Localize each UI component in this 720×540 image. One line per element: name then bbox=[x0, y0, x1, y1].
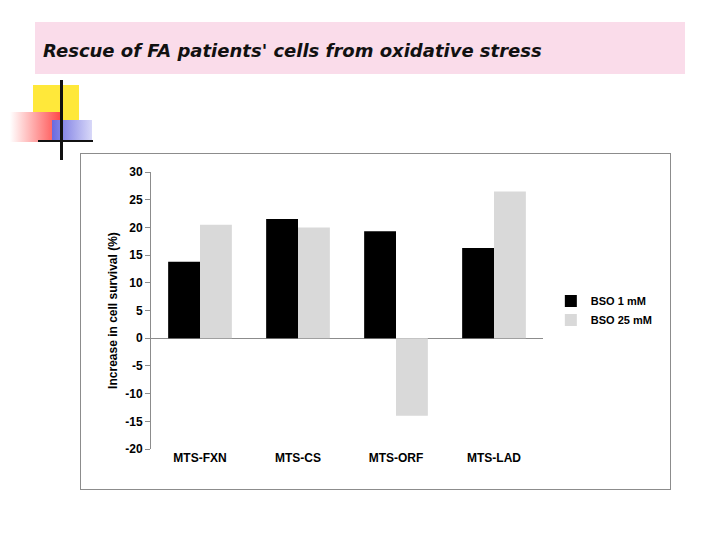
svg-text:-10: -10 bbox=[125, 387, 143, 401]
svg-text:MTS-FXN: MTS-FXN bbox=[173, 451, 226, 465]
svg-text:20: 20 bbox=[129, 221, 143, 235]
svg-text:-20: -20 bbox=[125, 442, 143, 456]
svg-text:BSO 25 mM: BSO 25 mM bbox=[591, 314, 652, 326]
svg-text:MTS-CS: MTS-CS bbox=[275, 451, 321, 465]
html-text:Rescue of FA patients' cells f: Rescue of FA patients' cells from oxidat… bbox=[43, 40, 542, 61]
svg-text:5: 5 bbox=[136, 304, 143, 318]
svg-text:0: 0 bbox=[136, 331, 143, 345]
svg-text:-15: -15 bbox=[125, 415, 143, 429]
svg-text:Increase in cell survival (%): Increase in cell survival (%) bbox=[106, 232, 120, 389]
svg-text:MTS-LAD: MTS-LAD bbox=[467, 451, 521, 465]
svg-text:25: 25 bbox=[129, 193, 143, 207]
svg-text:MTS-ORF: MTS-ORF bbox=[369, 451, 424, 465]
svg-text:BSO 1 mM: BSO 1 mM bbox=[591, 295, 646, 307]
svg-text:15: 15 bbox=[129, 248, 143, 262]
svg-text:10: 10 bbox=[129, 276, 143, 290]
svg-text:-5: -5 bbox=[132, 359, 143, 373]
svg-text:30: 30 bbox=[129, 165, 143, 179]
